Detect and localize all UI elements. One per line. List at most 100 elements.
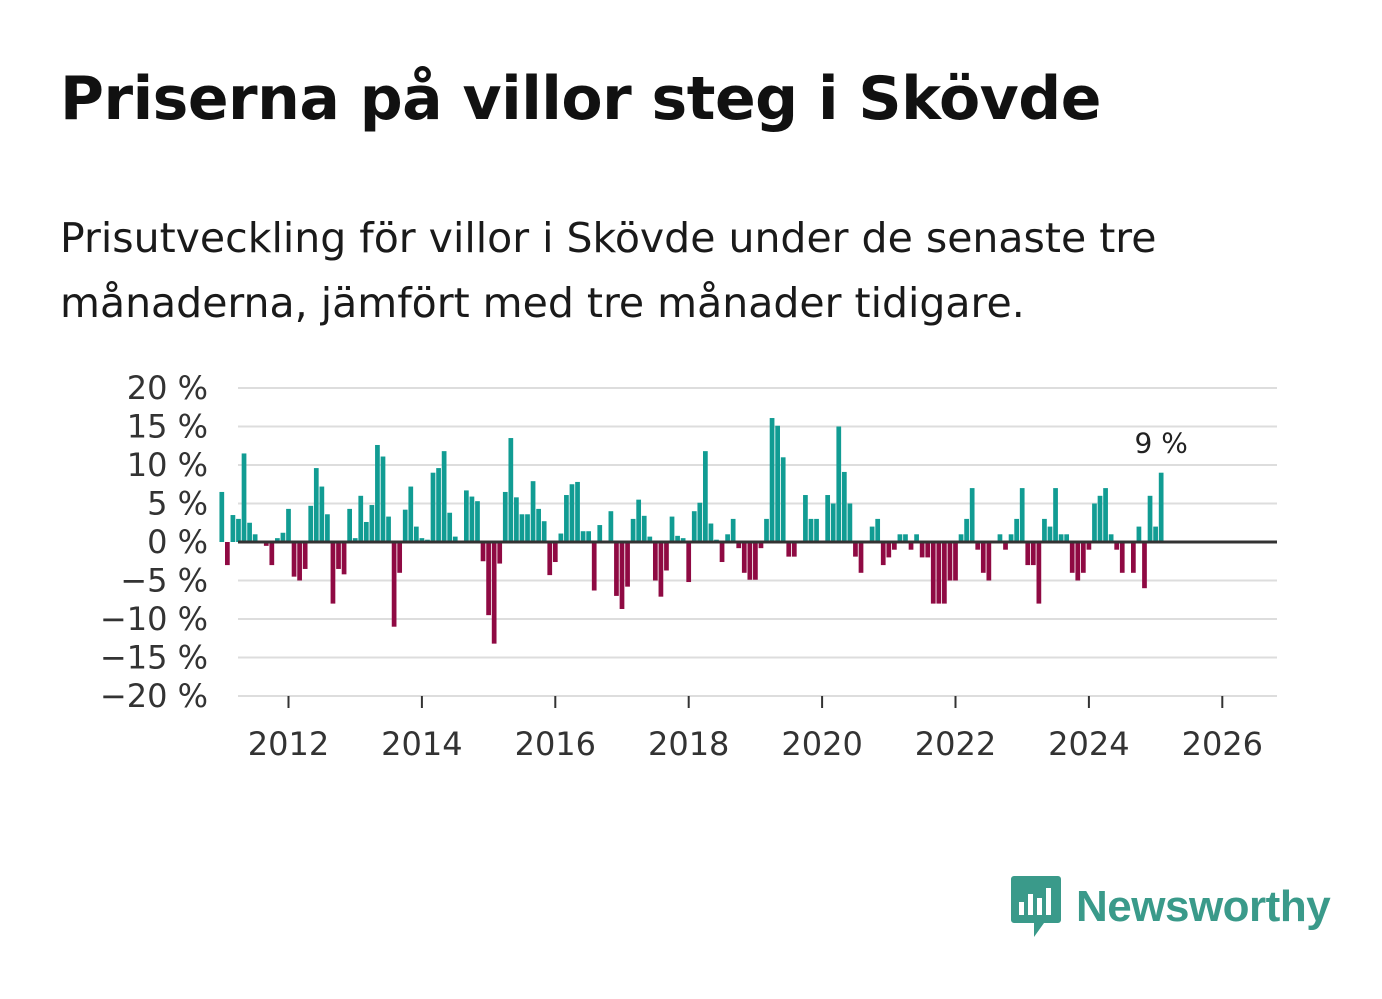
bar	[830, 503, 836, 542]
bars	[219, 418, 1164, 644]
bar	[691, 511, 697, 542]
bar	[1131, 542, 1136, 573]
bar	[591, 542, 597, 591]
bar	[747, 542, 753, 580]
y-tick-label: 0 %	[147, 523, 208, 561]
bar	[697, 502, 703, 542]
bar	[1003, 542, 1008, 550]
bar	[558, 533, 564, 542]
bar	[975, 542, 981, 550]
bar	[1097, 495, 1103, 542]
bar	[1008, 534, 1014, 542]
bar	[469, 496, 475, 542]
bar	[825, 495, 831, 542]
bar	[892, 542, 897, 550]
bar	[564, 495, 569, 542]
y-tick-label: −15 %	[100, 639, 208, 677]
x-tick-label: 2026	[1182, 725, 1263, 763]
bar	[769, 418, 775, 542]
x-tick-label: 2014	[381, 725, 462, 763]
bar	[508, 438, 514, 542]
bar	[247, 522, 252, 542]
y-tick-label: −5 %	[120, 562, 208, 600]
bar	[1047, 526, 1053, 542]
bar	[875, 518, 881, 542]
x-tick-label: 2018	[648, 725, 729, 763]
y-tick-label: −20 %	[100, 677, 208, 715]
bar	[780, 457, 786, 542]
bar	[703, 451, 708, 542]
bar	[447, 512, 453, 542]
bar	[402, 509, 408, 542]
bar	[808, 518, 814, 542]
bar	[308, 505, 314, 542]
bar	[914, 534, 919, 542]
bar	[330, 542, 336, 604]
bar	[814, 518, 819, 542]
axes: 20 %15 %10 %5 %0 %−5 %−10 %−15 %−20 % 201…	[100, 369, 1277, 763]
bar	[758, 542, 764, 549]
bar	[536, 508, 541, 542]
bar	[625, 542, 630, 587]
bar	[1086, 542, 1092, 550]
bar	[286, 508, 291, 542]
bar	[341, 542, 347, 575]
bar	[419, 538, 425, 542]
bar	[547, 542, 553, 576]
bar	[958, 534, 964, 542]
bar	[1103, 488, 1108, 542]
bar	[964, 518, 969, 542]
bar	[986, 542, 992, 581]
y-tick-label: 5 %	[147, 485, 208, 523]
bar	[919, 542, 925, 558]
bar	[236, 518, 241, 542]
bar	[302, 542, 308, 569]
bar	[530, 481, 536, 542]
bar	[1147, 495, 1153, 542]
bar	[325, 514, 330, 542]
x-tick-label: 2024	[1048, 725, 1129, 763]
bar	[408, 486, 414, 542]
bar	[297, 542, 302, 581]
bar	[708, 523, 714, 542]
bar	[1030, 542, 1036, 566]
bar	[608, 511, 614, 542]
bar	[997, 534, 1003, 542]
y-tick-label: 15 %	[127, 408, 208, 446]
bar	[413, 526, 419, 542]
bar	[1108, 534, 1114, 542]
bar	[263, 542, 269, 546]
bar	[219, 491, 225, 542]
bar	[514, 497, 519, 542]
bar	[525, 514, 530, 542]
bar	[1053, 488, 1058, 542]
bar	[436, 468, 441, 542]
bar	[352, 538, 358, 542]
bar	[736, 542, 742, 549]
brand-name: Newsworthy	[1076, 882, 1331, 931]
bar	[597, 525, 603, 542]
bar	[753, 542, 758, 580]
bar	[580, 531, 586, 542]
last-value-label: 9 %	[1134, 427, 1187, 460]
bar	[275, 538, 280, 542]
bar	[841, 471, 847, 542]
bar	[375, 444, 380, 542]
bar	[1142, 542, 1147, 589]
bar	[930, 542, 936, 604]
bar	[1158, 472, 1164, 542]
bar	[803, 495, 808, 542]
x-tick-label: 2020	[781, 725, 862, 763]
bar	[858, 542, 864, 573]
bar	[953, 542, 958, 581]
bar	[969, 488, 975, 542]
bar	[942, 542, 947, 604]
bar	[280, 532, 286, 542]
bar	[675, 535, 680, 542]
bar	[1153, 526, 1158, 542]
bar	[1069, 542, 1075, 573]
bar	[630, 518, 636, 542]
bar	[491, 542, 497, 644]
bar	[853, 542, 858, 557]
bar	[658, 542, 664, 597]
